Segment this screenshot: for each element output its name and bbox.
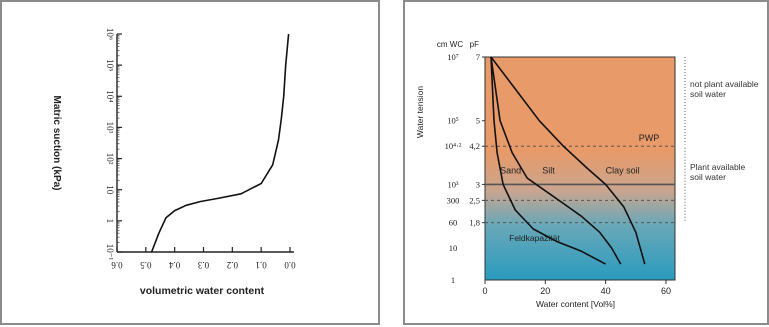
right-annotation-upper-box: not plant available soil water <box>690 79 759 100</box>
left-x-tick-label: 0.0 <box>284 260 296 270</box>
left-y-tick-label: 10² <box>105 153 115 165</box>
right-ref-label-pwp: PWP <box>639 133 660 143</box>
left-chart-panel: 10⁻¹ 1 10 10² 10³ 10⁴ 10⁵ 10⁶ 0.0 0.1 0.2 0.3 0.4 0.5… <box>0 0 380 325</box>
left-x-tick-label: 0.1 <box>256 260 267 270</box>
right-y-units-pf: pF <box>470 40 479 49</box>
left-y-tick-label: 10⁻¹ <box>105 244 115 261</box>
left-y-tick-label: 10⁴ <box>105 90 115 102</box>
right-annotation-upper: not plant available soil water <box>690 79 759 100</box>
right-y-tick-pf: 7 <box>476 52 480 62</box>
right-y-tick-cmwc: 60 <box>449 218 458 228</box>
left-x-axis-title: volumetric water content <box>140 285 265 297</box>
right-y-tick-cmwc: 300 <box>447 195 460 205</box>
right-ref-label-fk: Feldkapazität <box>509 233 560 243</box>
right-annotation-lower-box: Plant available soil water <box>690 162 746 183</box>
right-y-tick-cmwc: 10⁷ <box>447 52 459 62</box>
right-x-tick-label: 20 <box>540 286 550 296</box>
right-series-label: Silt <box>542 165 555 175</box>
right-y-tick-pf: 1,8 <box>469 218 480 228</box>
left-y-tick-label: 10⁶ <box>105 28 115 40</box>
left-y-tick-label: 10⁵ <box>105 59 115 71</box>
right-plot-group: PWP Feldkapazität Sand Silt Clay soil 0 20 40 60… <box>415 40 759 309</box>
right-y-tick-pf: 3 <box>476 179 480 189</box>
right-y-tick-pf: 2,5 <box>469 195 480 205</box>
left-data-curve <box>150 33 290 253</box>
right-x-tick-label: 60 <box>661 286 671 296</box>
left-x-tick-label: 0.6 <box>111 260 123 270</box>
right-y-tick-cmwc: 10⁴·² <box>445 141 462 151</box>
right-chart-panel: PWP Feldkapazität Sand Silt Clay soil 0 20 40 60… <box>403 0 769 325</box>
right-curve-silt <box>490 56 622 265</box>
left-x-tick-label: 0.4 <box>169 260 181 270</box>
left-y-axis-title: Matric suction (kPa) <box>51 95 62 190</box>
right-y-tick-cmwc: 10⁵ <box>447 116 459 126</box>
right-x-axis-title: Water content [Vol%] <box>536 299 615 309</box>
right-y-units-cmwc: cm WC <box>437 40 463 49</box>
right-y-tick-pf: 5 <box>476 116 480 126</box>
left-x-tick-label: 0.2 <box>227 260 238 270</box>
right-plot-background <box>484 56 676 281</box>
left-y-tick-label: 10 <box>105 185 115 195</box>
right-y-tick-cmwc: 10 <box>449 243 458 253</box>
right-curve-clay-soil <box>490 56 646 265</box>
right-curve-sand <box>490 56 606 265</box>
right-x-tick-label: 0 <box>482 286 487 296</box>
right-y-axis-title: Water tension <box>415 86 425 138</box>
right-series-label: Sand <box>500 165 521 175</box>
right-y-tick-cmwc: 1 <box>451 275 455 285</box>
right-x-tick-label: 40 <box>601 286 611 296</box>
left-y-tick-label: 1 <box>105 219 115 224</box>
left-x-tick-label: 0.3 <box>197 260 209 270</box>
right-y-tick-cmwc: 10³ <box>447 179 459 189</box>
right-chart-svg: PWP Feldkapazität Sand Silt Clay soil 0 20 40 60… <box>415 40 759 309</box>
left-y-tick-label: 10³ <box>105 122 115 134</box>
left-chart-svg: 10⁻¹ 1 10 10² 10³ 10⁴ 10⁵ 10⁶ 0.0 0.1 0.2 0.3 0.4 0.5… <box>51 28 296 297</box>
right-series-label: Clay soil <box>606 165 640 175</box>
left-x-tick-label: 0.5 <box>140 260 152 270</box>
right-annotation-lower: Plant available soil water <box>690 162 746 183</box>
right-y-tick-pf: 4,2 <box>469 141 480 151</box>
left-plot-group: 10⁻¹ 1 10 10² 10³ 10⁴ 10⁵ 10⁶ 0.0 0.1 0.2 0.3 0.4 0.5… <box>51 28 296 297</box>
